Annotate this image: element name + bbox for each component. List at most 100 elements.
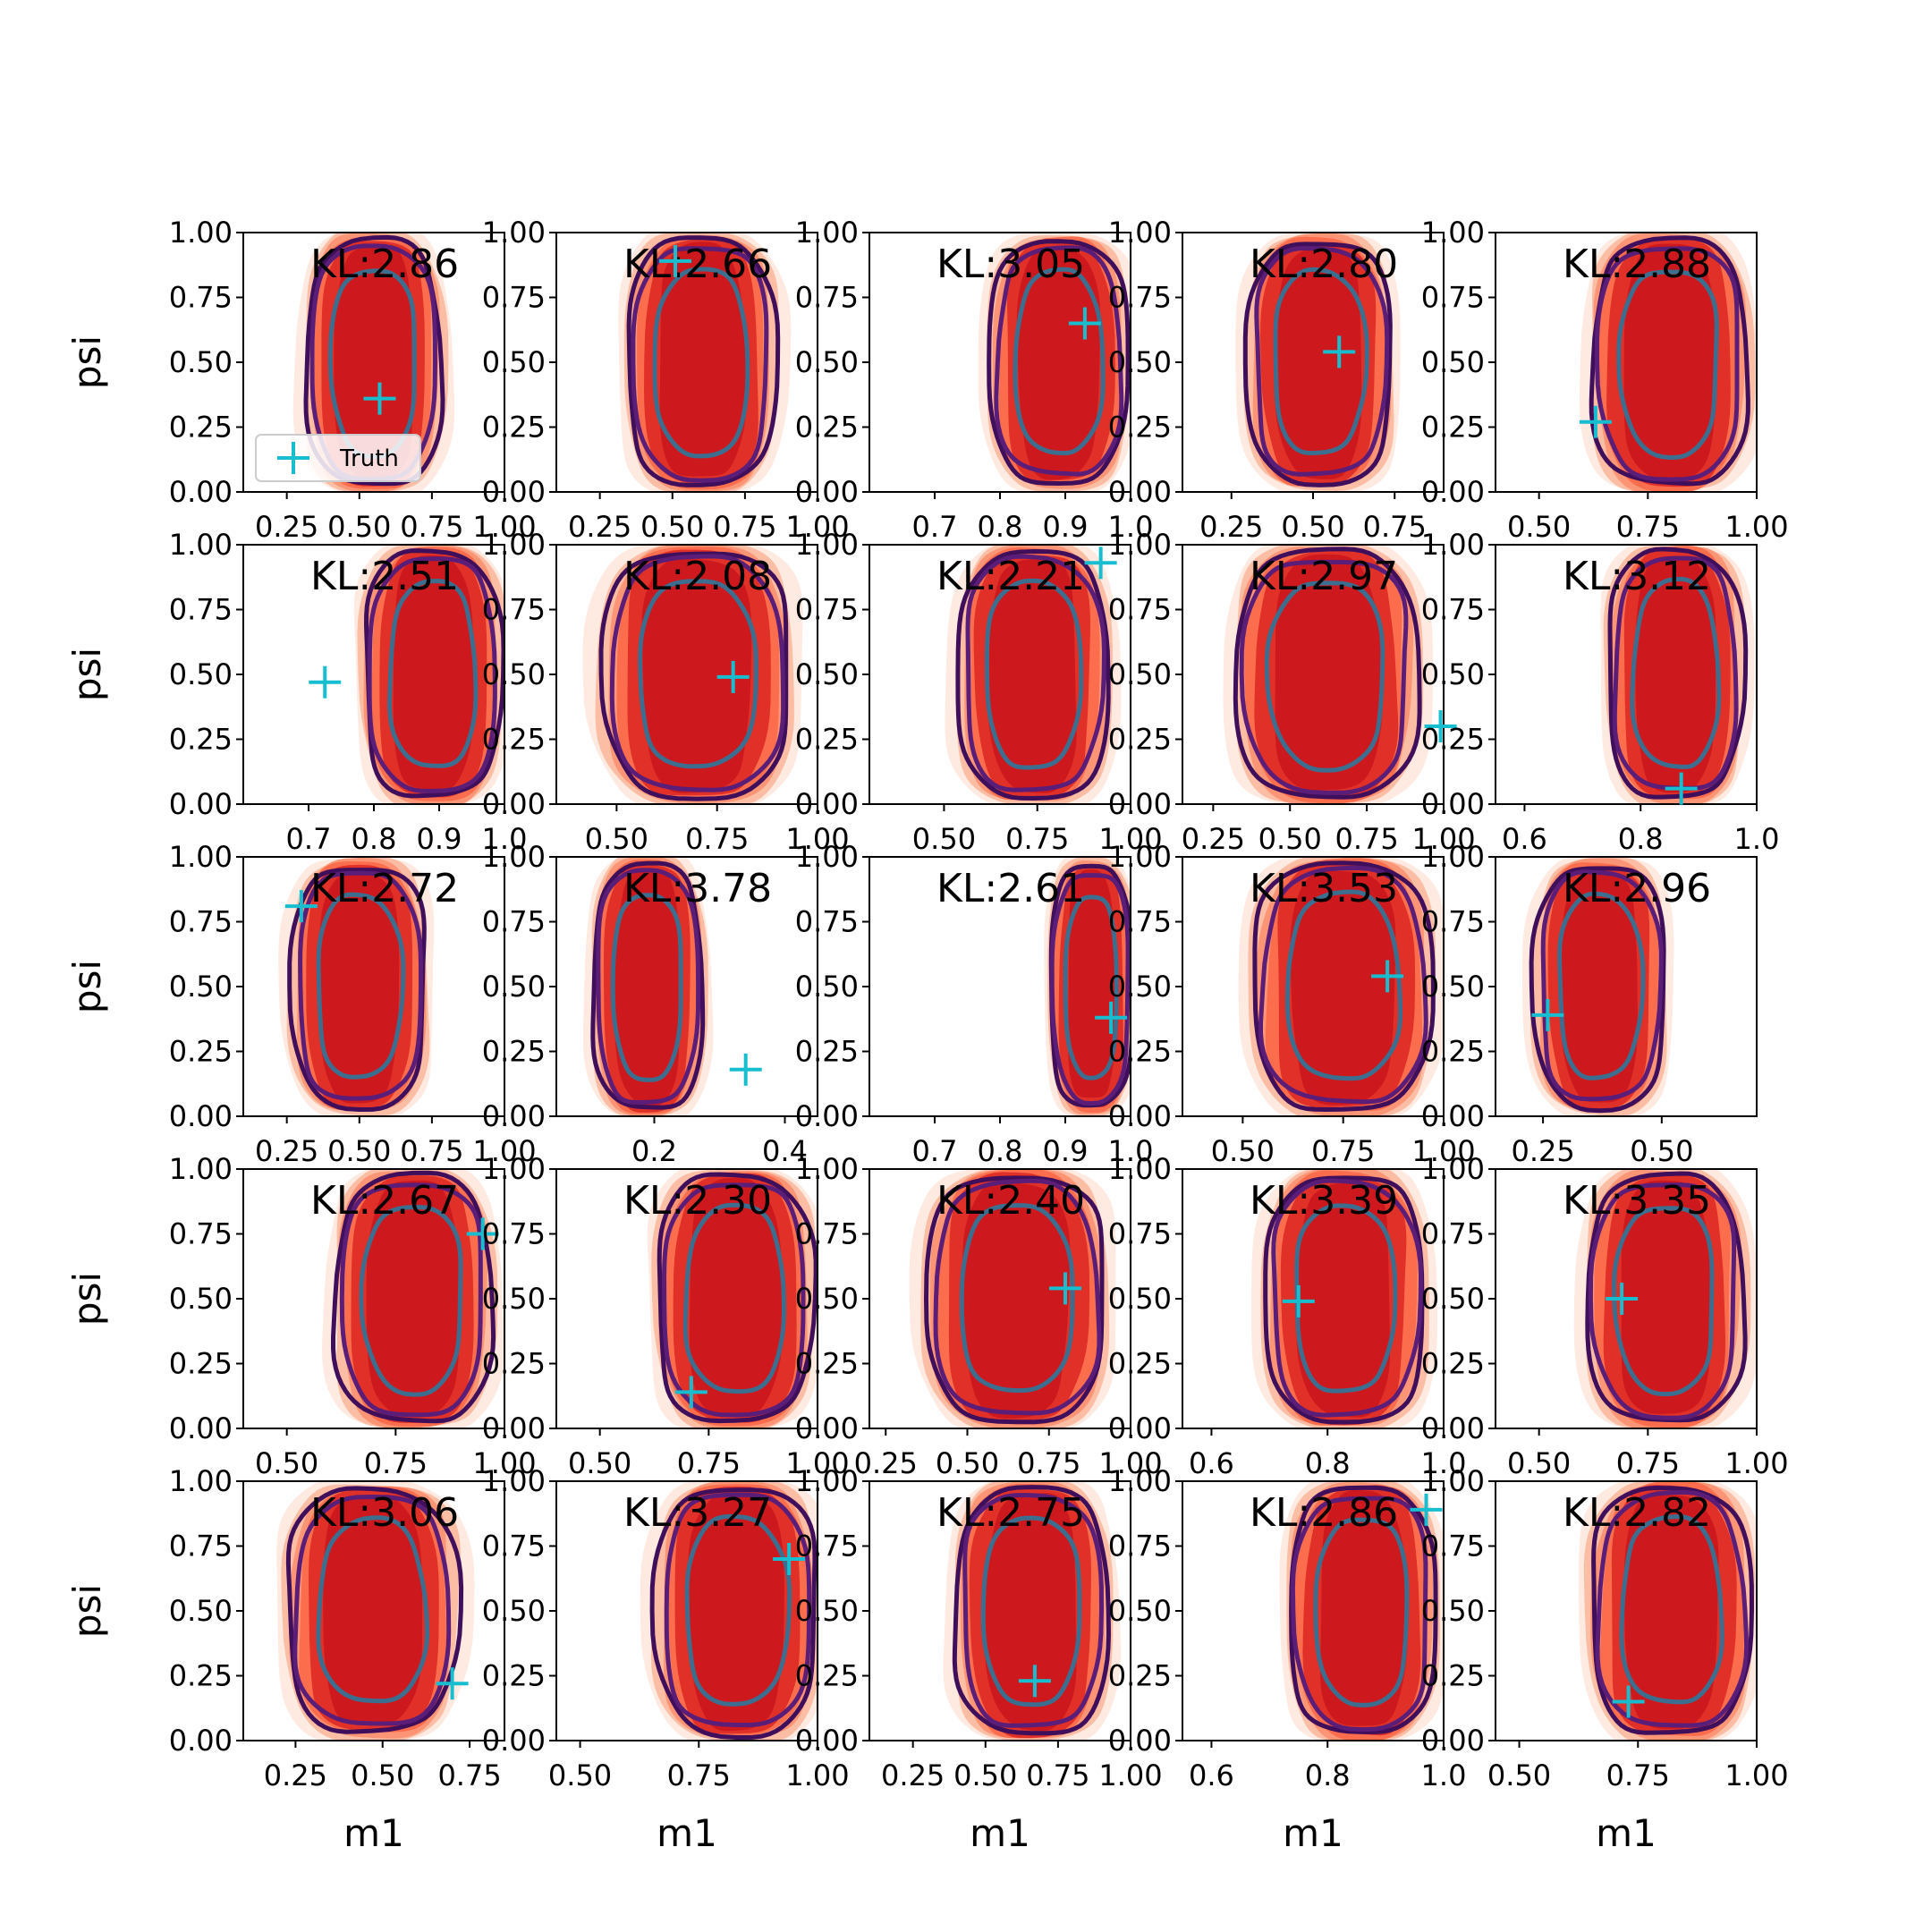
density-fill-level-6 xyxy=(1068,869,1117,1098)
y-tick-label: 0.50 xyxy=(169,657,233,691)
outer-contour xyxy=(1529,866,1666,1114)
middle-contour xyxy=(1290,1496,1428,1733)
y-tick-label: 1.00 xyxy=(169,528,233,562)
y-tick-label: 0.25 xyxy=(169,1347,233,1381)
middle-contour xyxy=(596,868,701,1106)
x-tick-label: 1.00 xyxy=(1411,1134,1475,1168)
x-tick-label: 0.50 xyxy=(1258,822,1322,856)
y-tick-label: 1.00 xyxy=(1108,528,1172,562)
density-layer xyxy=(618,233,792,492)
y-tick-label: 1.00 xyxy=(482,1464,546,1498)
panel-8: 0.00 0.25 0.50 0.75 1.00 0.50 0.75 1.00 KL:2.21 xyxy=(795,528,1163,856)
x-tick-label: 0.8 xyxy=(1618,822,1664,856)
y-tick-label: 0.75 xyxy=(1108,1217,1172,1251)
truth-marker xyxy=(1084,547,1117,580)
y-tick-label: 0.50 xyxy=(1108,657,1172,691)
y-tick-label: 0.00 xyxy=(1108,1099,1172,1133)
x-tick-label: 1.0 xyxy=(1421,1758,1467,1792)
y-tick-label: 1.00 xyxy=(1108,1464,1172,1498)
y-tick-label: 0.25 xyxy=(169,1659,233,1693)
y-tick-label: 0.75 xyxy=(795,593,859,627)
y-tick-label: 0.50 xyxy=(1421,1282,1485,1316)
x-tick-label: 0.75 xyxy=(1005,822,1069,856)
y-tick-label: 0.25 xyxy=(1421,1035,1485,1069)
truth-marker xyxy=(309,665,342,699)
panel-17: 0.00 0.25 0.50 0.75 1.00 0.50 0.75 1.00 KL:2.30 xyxy=(482,1152,850,1480)
truth-marker xyxy=(1410,1493,1443,1526)
x-axis-label: m1 xyxy=(657,1811,717,1855)
x-tick-label: 1.00 xyxy=(785,510,849,544)
y-tick-label: 1.00 xyxy=(1421,528,1485,562)
kl-label: KL:3.06 xyxy=(310,1490,459,1536)
y-tick-label: 0.50 xyxy=(482,1282,546,1316)
panel-23: 0.000.250.500.751.000.25 0.50 0.75 1.00KL:2… xyxy=(795,1464,1163,1855)
middle-contour xyxy=(1540,869,1664,1102)
density-fill-level-6 xyxy=(659,242,747,477)
y-tick-label: 0.00 xyxy=(482,475,546,509)
y-axis-label: psi xyxy=(65,648,109,701)
inner-contour xyxy=(984,578,1084,770)
y-axis-label: psi xyxy=(65,1272,109,1326)
y-tick-label: 0.75 xyxy=(482,905,546,939)
kl-label: KL:2.30 xyxy=(623,1178,772,1224)
x-tick-label: 0.9 xyxy=(1043,1134,1089,1168)
y-tick-label: 0.50 xyxy=(1421,1594,1485,1628)
y-tick-label: 1.00 xyxy=(1108,216,1172,250)
outer-contour xyxy=(1242,242,1393,487)
density-fill-level-6 xyxy=(1623,1495,1719,1729)
y-tick-label: 0.75 xyxy=(795,1530,859,1563)
y-tick-label: 0.25 xyxy=(1108,1035,1172,1069)
x-tick-label: 1.0 xyxy=(1108,1134,1154,1168)
truth-marker xyxy=(466,1217,499,1250)
x-tick-label: 1.00 xyxy=(1411,822,1475,856)
legend-box xyxy=(255,434,421,482)
middle-contour xyxy=(664,1492,812,1727)
y-tick-label: 0.50 xyxy=(482,1594,546,1628)
x-tick-label: 0.75 xyxy=(400,1134,463,1168)
x-tick-label: 0.6 xyxy=(1189,1446,1234,1480)
inner-contour xyxy=(316,892,406,1080)
y-tick-label: 0.50 xyxy=(1108,1594,1172,1628)
middle-contour xyxy=(1239,559,1409,795)
density-layer xyxy=(647,1169,818,1428)
y-tick-label: 0.25 xyxy=(795,1659,859,1693)
middle-contour xyxy=(1588,1182,1737,1420)
truth-marker xyxy=(1282,1284,1315,1318)
x-tick-label: 0.8 xyxy=(978,1134,1023,1168)
panel-16: 0.00 0.25 0.50 0.75 1.00 0.50 0.75 1.00 KL:2.67 p… xyxy=(65,1152,537,1480)
y-tick-label: 0.00 xyxy=(1421,787,1485,821)
middle-contour xyxy=(1595,1489,1750,1728)
x-tick-label: 0.50 xyxy=(327,1134,391,1168)
y-tick-label: 0.00 xyxy=(482,1411,546,1445)
panel-10: 0.00 0.25 0.50 0.75 1.00 0.6 0.8 1.0 KL:3.12 xyxy=(1421,528,1780,856)
y-tick-label: 0.00 xyxy=(1421,1411,1485,1445)
kl-label: KL:2.51 xyxy=(310,554,459,599)
density-fill-level-6 xyxy=(1296,1182,1391,1418)
density-layer xyxy=(909,1169,1116,1428)
middle-contour xyxy=(609,554,786,792)
x-tick-label: 0.50 xyxy=(953,1758,1017,1792)
x-tick-label: 0.6 xyxy=(1502,822,1547,856)
x-tick-label: 0.75 xyxy=(677,1446,741,1480)
y-tick-label: 0.50 xyxy=(482,345,546,379)
inner-contour xyxy=(652,267,750,459)
middle-contour xyxy=(1595,246,1740,482)
y-tick-label: 0.75 xyxy=(169,1530,233,1563)
middle-contour xyxy=(965,554,1107,792)
y-tick-label: 0.25 xyxy=(1421,723,1485,757)
x-tick-label: 0.50 xyxy=(1507,510,1571,544)
panel-6: 0.00 0.25 0.50 0.75 1.00 0.7 0.8 0.9 1.0 KL:2.51 p… xyxy=(65,528,527,856)
y-tick-label: 0.50 xyxy=(795,345,859,379)
truth-marker xyxy=(1579,405,1612,438)
x-axis-label: m1 xyxy=(1596,1811,1657,1855)
kl-label: KL:2.75 xyxy=(936,1490,1085,1536)
x-tick-label: 0.50 xyxy=(1211,1134,1275,1168)
truth-marker xyxy=(1095,1001,1128,1034)
x-tick-label: 1.00 xyxy=(785,822,849,856)
middle-contour xyxy=(1049,873,1131,1106)
truth-marker xyxy=(773,1543,806,1575)
y-tick-label: 0.50 xyxy=(795,657,859,691)
y-tick-label: 0.00 xyxy=(1421,1099,1485,1133)
density-layer xyxy=(1235,233,1401,492)
middle-contour xyxy=(994,245,1124,477)
